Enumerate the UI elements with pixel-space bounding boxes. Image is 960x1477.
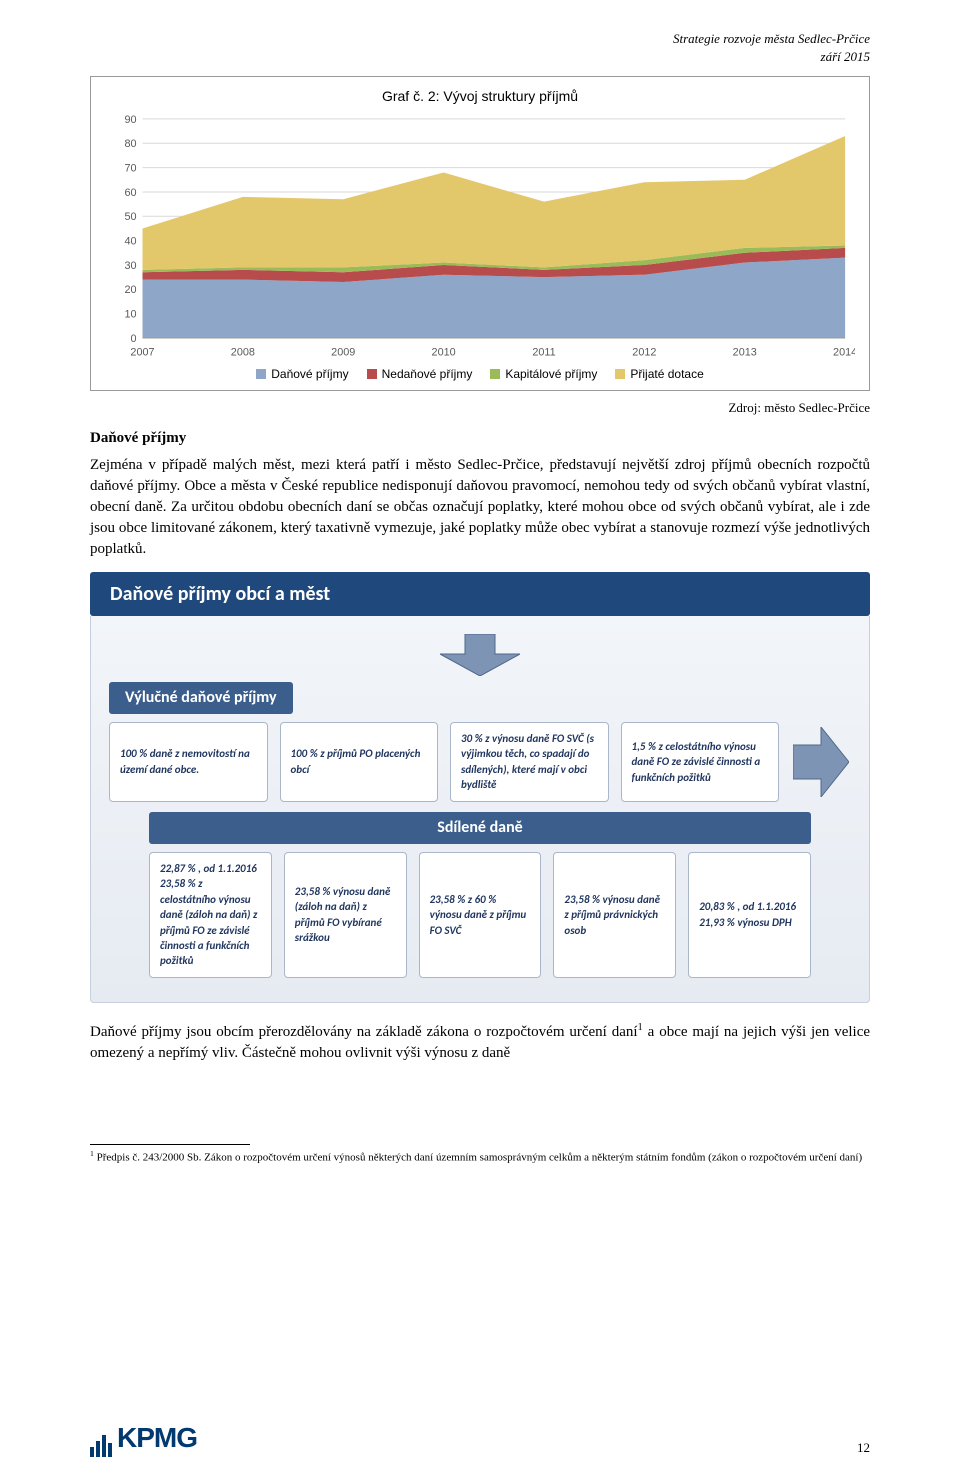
tax-card: 100 % z příjmů PO placených obcí [280, 722, 439, 802]
legend-swatch [615, 369, 625, 379]
chart-title: Graf č. 2: Vývoj struktury příjmů [105, 87, 855, 107]
header-line2: září 2015 [90, 48, 870, 66]
kpmg-logo: KPMG [90, 1418, 197, 1457]
arrow-down-icon [440, 634, 520, 676]
tax-card-text: 22,87 % , od 1.1.2016 23,58 % z celostát… [160, 861, 261, 969]
paragraph-2a: Daňové příjmy jsou obcím přerozdělovány … [90, 1024, 638, 1040]
tax-card-text: 100 % daně z nemovitostí na území dané o… [120, 746, 257, 777]
tax-card: 23,58 % výnosu daně z příjmů právnických… [553, 852, 676, 978]
tax-card-text: 30 % z výnosu daně FO SVČ (s výjimkou tě… [461, 731, 598, 793]
tax-card: 23,58 % výnosu daně (záloh na daň) z pří… [284, 852, 407, 978]
tax-card: 100 % daně z nemovitostí na území dané o… [109, 722, 268, 802]
svg-text:80: 80 [125, 138, 137, 150]
legend-label: Přijaté dotace [630, 366, 703, 383]
tax-card-text: 23,58 % výnosu daně z příjmů právnických… [564, 892, 665, 938]
tax-card: 30 % z výnosu daně FO SVČ (s výjimkou tě… [450, 722, 609, 802]
diagram-title: Daňové příjmy obcí a měst [90, 572, 870, 616]
tax-card-text: 1,5 % z celostátního výnosu daně FO ze z… [632, 739, 769, 785]
section-heading: Daňové příjmy [90, 428, 870, 449]
tax-card: 1,5 % z celostátního výnosu daně FO ze z… [621, 722, 780, 802]
svg-text:2008: 2008 [231, 347, 255, 359]
legend-label: Nedaňové příjmy [382, 366, 473, 383]
tax-card: 22,87 % , od 1.1.2016 23,58 % z celostát… [149, 852, 272, 978]
svg-text:2011: 2011 [532, 347, 555, 359]
legend-item: Přijaté dotace [615, 366, 703, 383]
area-chart-svg: 0 10 20 30 40 50 60 70 80 90 2007 2008 2009 2010 2011 2… [105, 113, 855, 360]
paragraph-1: Zejména v případě malých měst, mezi kter… [90, 455, 870, 560]
svg-text:2014: 2014 [833, 347, 855, 359]
exclusive-tax-row: 100 % daně z nemovitostí na území dané o… [109, 722, 851, 802]
legend-label: Daňové příjmy [271, 366, 348, 383]
tax-card-text: 23,58 % výnosu daně (záloh na daň) z pří… [295, 884, 396, 946]
shared-tax-title: Sdílené daně [149, 812, 811, 844]
tax-card-text: 23,58 % z 60 % výnosu daně z příjmu FO S… [430, 892, 531, 938]
tax-card-text: 20,83 % , od 1.1.2016 21,93 % výnosu DPH [699, 899, 800, 930]
legend-item: Nedaňové příjmy [367, 366, 473, 383]
tax-card: 23,58 % z 60 % výnosu daně z příjmu FO S… [419, 852, 542, 978]
svg-text:2013: 2013 [733, 347, 757, 359]
svg-text:2007: 2007 [130, 347, 154, 359]
header-line1: Strategie rozvoje města Sedlec-Prčice [90, 30, 870, 48]
legend-item: Daňové příjmy [256, 366, 348, 383]
svg-text:0: 0 [131, 333, 137, 345]
chart-legend: Daňové příjmy Nedaňové příjmy Kapitálové p… [105, 366, 855, 383]
revenue-structure-chart: Graf č. 2: Vývoj struktury příjmů 0 10 20 3… [90, 76, 870, 391]
svg-text:30: 30 [125, 260, 137, 272]
diagram-body: Výlučné daňové příjmy 100 % daně z nemov… [90, 616, 870, 1003]
shared-tax-row: 22,87 % , od 1.1.2016 23,58 % z celostát… [149, 852, 811, 978]
svg-text:20: 20 [125, 284, 137, 296]
legend-swatch [490, 369, 500, 379]
footnote-text: Předpis č. 243/2000 Sb. Zákon o rozpočto… [94, 1151, 862, 1163]
svg-text:2009: 2009 [331, 347, 355, 359]
exclusive-tax-title: Výlučné daňové příjmy [109, 682, 293, 714]
page-footer: KPMG 12 [90, 1418, 870, 1457]
svg-text:70: 70 [125, 163, 137, 175]
svg-text:50: 50 [125, 211, 137, 223]
kpmg-text: KPMG [117, 1418, 197, 1457]
footnote-separator [90, 1144, 250, 1145]
svg-text:40: 40 [125, 236, 137, 248]
tax-card: 20,83 % , od 1.1.2016 21,93 % výnosu DPH [688, 852, 811, 978]
footnote: 1 Předpis č. 243/2000 Sb. Zákon o rozpoč… [90, 1149, 870, 1166]
page-number: 12 [857, 1439, 870, 1457]
svg-text:2012: 2012 [632, 347, 656, 359]
svg-text:60: 60 [125, 187, 137, 199]
legend-swatch [367, 369, 377, 379]
svg-text:90: 90 [125, 114, 137, 126]
kpmg-bars-icon [90, 1435, 112, 1457]
svg-text:2010: 2010 [432, 347, 456, 359]
arrow-right-icon [791, 722, 851, 802]
legend-label: Kapitálové příjmy [505, 366, 597, 383]
legend-item: Kapitálové příjmy [490, 366, 597, 383]
doc-header: Strategie rozvoje města Sedlec-Prčice zá… [90, 30, 870, 66]
chart-source: Zdroj: město Sedlec-Prčice [90, 399, 870, 417]
svg-text:10: 10 [125, 309, 137, 321]
paragraph-2: Daňové příjmy jsou obcím přerozdělovány … [90, 1021, 870, 1064]
tax-income-diagram: Daňové příjmy obcí a měst Výlučné daňové… [90, 572, 870, 1003]
legend-swatch [256, 369, 266, 379]
tax-card-text: 100 % z příjmů PO placených obcí [291, 746, 428, 777]
